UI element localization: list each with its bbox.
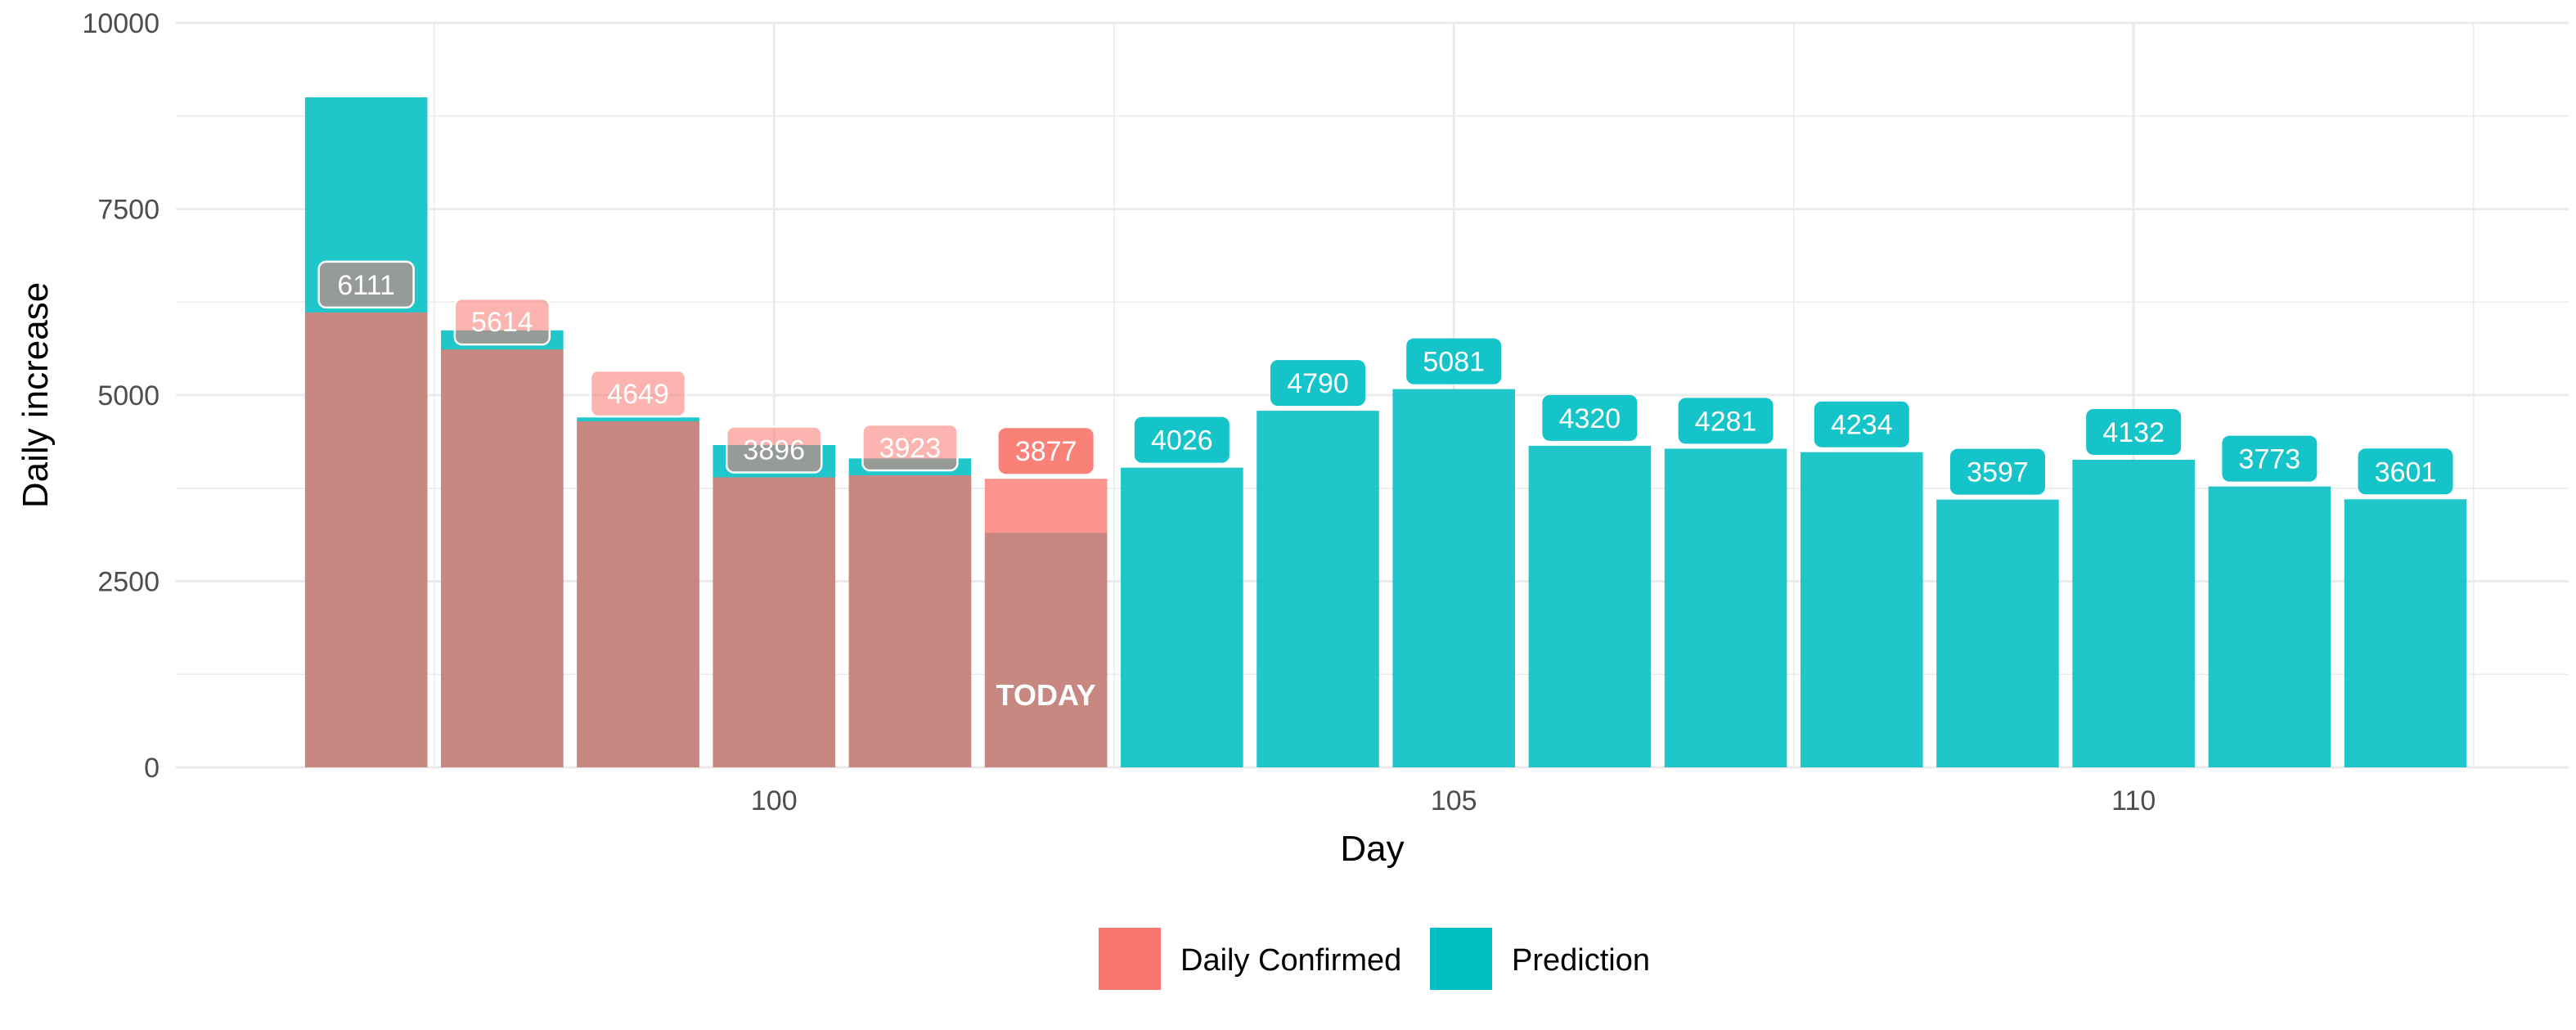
daily-confirmed-bar	[984, 479, 1108, 767]
prediction-bar	[1257, 411, 1379, 767]
prediction-bar	[1392, 389, 1516, 767]
daily-confirmed-value-label-text: 5614	[471, 307, 533, 338]
prediction-value-label-text: 4026	[1151, 425, 1213, 457]
x-tick-label: 105	[1431, 785, 1477, 816]
prediction-value-label: 4320	[1542, 394, 1638, 441]
prediction-value-label: 4132	[2086, 408, 2182, 455]
daily-confirmed-value-label-box	[998, 428, 1094, 475]
y-tick-label: 0	[144, 753, 160, 784]
prediction-value-label-text: 4132	[2102, 417, 2165, 448]
prediction-value-label-box	[1949, 448, 2045, 495]
legend-item-prediction: Prediction	[1430, 928, 1650, 990]
prediction-value-label-box	[1678, 398, 1774, 444]
prediction-value-label-text: 3601	[2375, 457, 2437, 488]
prediction-value-label-text: 3597	[1967, 457, 2029, 488]
prediction-value-label-text: 4234	[1831, 410, 1893, 441]
x-axis-title: Day	[1340, 829, 1404, 869]
prediction-value-label: 5081	[1406, 338, 1502, 385]
daily-confirmed-value-label-box	[589, 369, 687, 418]
prediction-bar	[1528, 445, 1652, 767]
prediction-value-label-box	[1270, 360, 1366, 407]
prediction-bar	[2208, 486, 2331, 767]
prediction-bar	[1664, 448, 1787, 767]
prediction-value-label-text: 3773	[2239, 444, 2301, 475]
legend-swatch-daily-confirmed	[1099, 928, 1161, 990]
daily-confirmed-bar	[441, 349, 564, 767]
prediction-value-label-box	[1542, 394, 1638, 441]
prediction-value-label-box	[1406, 338, 1502, 385]
daily-confirmed-value-label-text: 6111	[337, 270, 395, 301]
daily-confirmed-value-label-box	[453, 297, 551, 346]
daily-confirmed-value-label: 5614	[453, 297, 551, 346]
y-axis-title: Daily increase	[16, 282, 56, 508]
daily-confirmed-value-label-box	[726, 425, 823, 474]
prediction-value-label-box	[1814, 401, 1909, 448]
axes: 0 2500 5000 7500 10000 100 105 110	[82, 8, 2156, 816]
prediction-value-label-text: 4320	[1559, 403, 1621, 434]
prediction-value-label-box	[2222, 435, 2318, 482]
daily-confirmed-value-label: 3923	[861, 423, 959, 472]
prediction-value-label-text: 4790	[1287, 368, 1349, 399]
daily-confirmed-value-label: 3896	[726, 425, 823, 474]
legend-swatch-prediction	[1430, 928, 1492, 990]
daily-confirmed-bar	[304, 312, 428, 767]
prediction-bar	[2072, 459, 2195, 767]
daily-confirmed-bar	[713, 477, 836, 767]
grid	[176, 21, 2569, 769]
legend-label-daily-confirmed: Daily Confirmed	[1180, 943, 1401, 978]
prediction-value-label: 3773	[2222, 435, 2318, 482]
y-tick-label: 10000	[82, 8, 160, 39]
daily-confirmed-value-label: 4649	[589, 369, 687, 418]
daily-confirmed-bar	[848, 475, 972, 767]
y-tick-label: 7500	[97, 195, 160, 226]
x-tick-label: 100	[751, 785, 798, 816]
x-tick-label: 110	[2111, 785, 2156, 816]
daily-confirmed-value-label-box	[861, 423, 959, 472]
legend: Daily Confirmed Prediction	[1099, 928, 1650, 990]
prediction-bar	[1801, 452, 1923, 767]
prediction-value-label-box	[2358, 448, 2453, 495]
prediction-value-label: 4790	[1270, 360, 1366, 407]
daily-confirmed-value-label-text: 4649	[607, 379, 669, 410]
y-tick-label: 5000	[97, 380, 160, 412]
today-annotation: TODAY	[996, 678, 1096, 712]
prediction-value-label: 4234	[1814, 401, 1909, 448]
bars	[304, 97, 2467, 768]
prediction-bar	[1936, 499, 2059, 767]
daily-confirmed-value-label-text: 3923	[879, 433, 942, 464]
daily-confirmed-value-label-text: 3896	[743, 434, 805, 466]
legend-item-daily-confirmed: Daily Confirmed	[1099, 928, 1401, 990]
prediction-value-label-box	[1134, 416, 1230, 463]
bar-labels: 4026 4790 5081 4320 4281 4234 3597 4132 3773 3601…	[317, 260, 2453, 712]
prediction-value-label: 4281	[1678, 398, 1774, 444]
prediction-value-label-box	[2086, 408, 2182, 455]
prediction-value-label: 4026	[1134, 416, 1230, 463]
y-tick-label: 2500	[97, 567, 160, 598]
prediction-value-label-text: 5081	[1423, 347, 1485, 378]
daily-confirmed-bar	[577, 421, 699, 767]
prediction-bar	[1121, 467, 1243, 767]
daily-confirmed-value-label: 6111	[317, 260, 415, 309]
prediction-value-label: 3597	[1949, 448, 2045, 495]
daily-confirmed-value-label-text: 3877	[1015, 436, 1077, 467]
daily-confirmed-value-label: 3877	[998, 428, 1094, 475]
prediction-value-label-text: 4281	[1695, 406, 1757, 437]
prediction-bar	[2344, 499, 2467, 767]
legend-label-prediction: Prediction	[1512, 943, 1650, 978]
prediction-value-label: 3601	[2358, 448, 2453, 495]
daily-confirmed-value-label-box	[317, 260, 415, 309]
